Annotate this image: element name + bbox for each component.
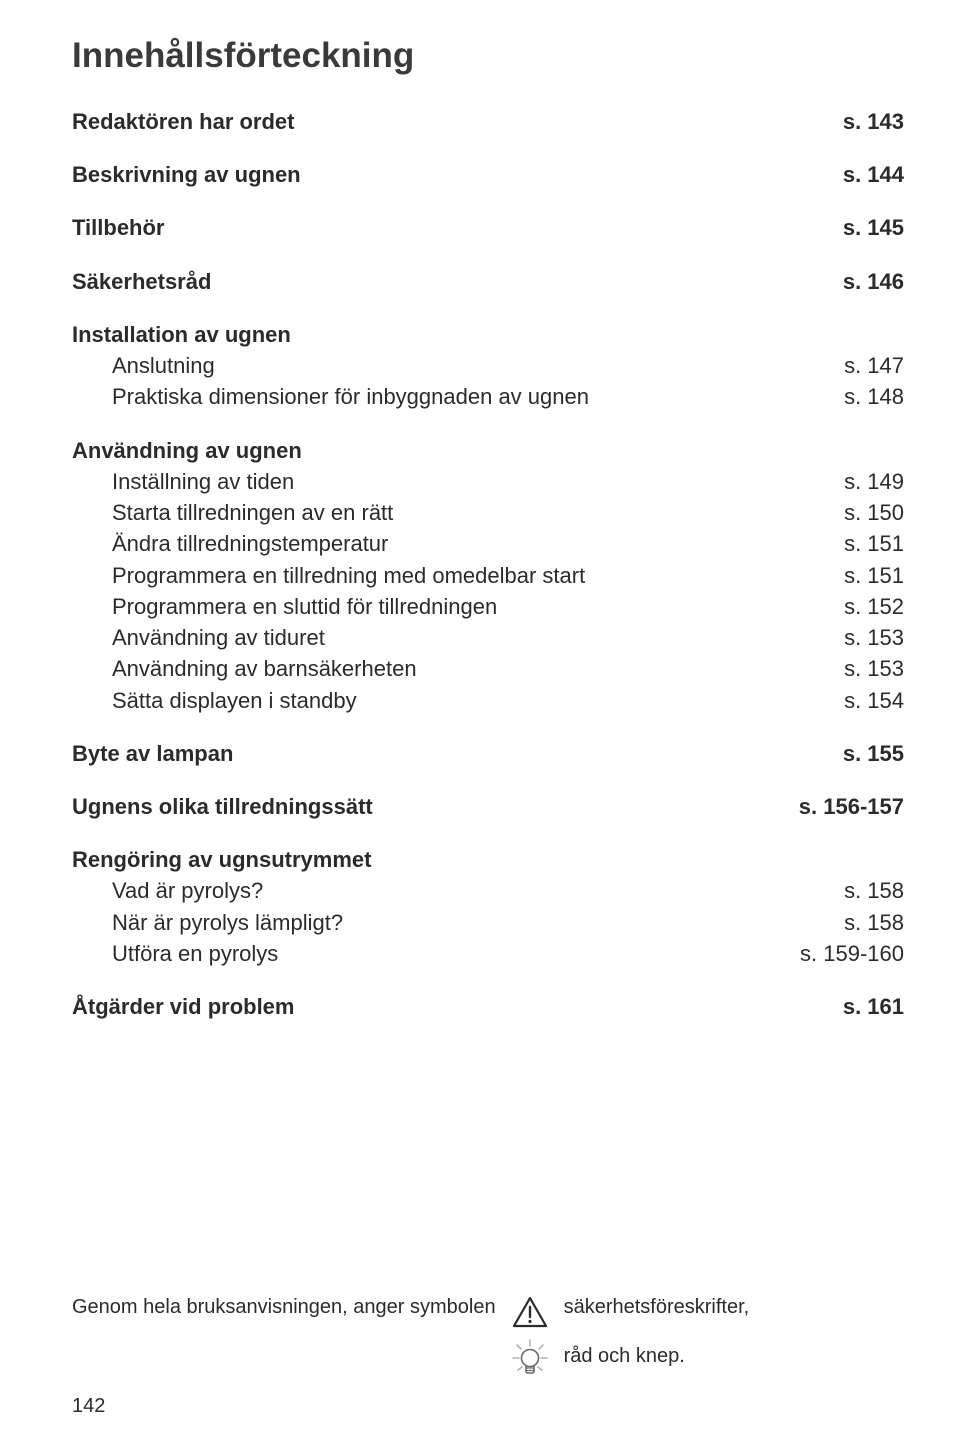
toc-label: Rengöring av ugnsutrymmet [72,844,904,875]
toc-row: Säkerhetsråds. 146 [72,266,904,297]
toc-gap [72,297,904,319]
page: Innehållsförteckning Redaktören har orde… [0,0,960,1440]
toc-row: Tillbehörs. 145 [72,212,904,243]
footer-right-line-2: råd och knep. [564,1345,750,1368]
toc-row: Byte av lampans. 155 [72,738,904,769]
toc-page-ref: s. 148 [844,381,904,412]
toc-row: Installation av ugnen [72,319,904,350]
footer-note: Genom hela bruksanvisningen, anger symbo… [72,1296,904,1380]
toc-label: Redaktören har ordet [72,106,843,137]
toc-gap [72,969,904,991]
toc-row: Åtgärder vid problems. 161 [72,991,904,1022]
toc-page-ref: s. 147 [844,350,904,381]
page-number: 142 [72,1395,105,1418]
toc-page-ref: s. 152 [844,591,904,622]
toc-label: Byte av lampan [72,738,843,769]
toc-page-ref: s. 153 [844,653,904,684]
toc-row: Användning av barnsäkerhetens. 153 [72,653,904,684]
toc-row: Användning av ugnen [72,435,904,466]
toc-label: Användning av tiduret [72,622,844,653]
toc-page-ref: s. 156-157 [799,791,904,822]
toc-gap [72,137,904,159]
footer-right-line-1: säkerhetsföreskrifter, [564,1296,750,1319]
toc-page-ref: s. 146 [843,266,904,297]
toc-gap [72,413,904,435]
toc-label: Åtgärder vid problem [72,991,843,1022]
toc-label: Användning av ugnen [72,435,904,466]
toc-row: Inställning av tidens. 149 [72,466,904,497]
toc-row: Utföra en pyrolyss. 159-160 [72,938,904,969]
toc-gap [72,190,904,212]
toc-row: Programmera en tillredning med omedelbar… [72,560,904,591]
toc-row: Starta tillredningen av en rätts. 150 [72,497,904,528]
toc-label: Programmera en sluttid för tillredningen [72,591,844,622]
toc-row: När är pyrolys lämpligt?s. 158 [72,907,904,938]
toc-label: Sätta displayen i standby [72,685,844,716]
toc-gap [72,244,904,266]
toc-gap [72,716,904,738]
toc-label: Starta tillredningen av en rätt [72,497,844,528]
toc-row: Anslutnings. 147 [72,350,904,381]
toc-label: När är pyrolys lämpligt? [72,907,844,938]
toc-label: Beskrivning av ugnen [72,159,843,190]
toc-row: Programmera en sluttid för tillredningen… [72,591,904,622]
toc-label: Ugnens olika tillredningssätt [72,791,799,822]
toc-gap [72,769,904,791]
toc-page-ref: s. 158 [844,875,904,906]
toc-label: Praktiska dimensioner för inbyggnaden av… [72,381,844,412]
toc-row: Praktiska dimensioner för inbyggnaden av… [72,381,904,412]
toc-label: Anslutning [72,350,844,381]
toc-label: Användning av barnsäkerheten [72,653,844,684]
toc-row: Redaktören har ordets. 143 [72,106,904,137]
warning-triangle-icon [512,1296,548,1328]
toc-page-ref: s. 145 [843,212,904,243]
toc-page-ref: s. 155 [843,738,904,769]
page-title: Innehållsförteckning [72,36,904,76]
toc-row: Rengöring av ugnsutrymmet [72,844,904,875]
toc-page-ref: s. 151 [844,528,904,559]
toc-label: Utföra en pyrolys [72,938,800,969]
toc-label: Tillbehör [72,212,843,243]
toc-page-ref: s. 144 [843,159,904,190]
toc-row: Ändra tillredningstemperaturs. 151 [72,528,904,559]
toc-label: Installation av ugnen [72,319,904,350]
footer-icon-column [510,1296,550,1380]
toc-page-ref: s. 150 [844,497,904,528]
toc-label: Programmera en tillredning med omedelbar… [72,560,844,591]
toc-row: Beskrivning av ugnens. 144 [72,159,904,190]
toc-gap [72,822,904,844]
toc-label: Inställning av tiden [72,466,844,497]
toc-page-ref: s. 153 [844,622,904,653]
toc-page-ref: s. 158 [844,907,904,938]
footer-left-text: Genom hela bruksanvisningen, anger symbo… [72,1296,496,1319]
toc-page-ref: s. 149 [844,466,904,497]
toc-page-ref: s. 154 [844,685,904,716]
toc-page-ref: s. 161 [843,991,904,1022]
toc-row: Sätta displayen i standbys. 154 [72,685,904,716]
toc-page-ref: s. 143 [843,106,904,137]
toc-row: Ugnens olika tillredningssätts. 156-157 [72,791,904,822]
toc-page-ref: s. 151 [844,560,904,591]
toc-label: Säkerhetsråd [72,266,843,297]
toc-row: Användning av tidurets. 153 [72,622,904,653]
toc-page-ref: s. 159-160 [800,938,904,969]
toc-container: Redaktören har ordets. 143Beskrivning av… [72,106,904,1022]
toc-label: Vad är pyrolys? [72,875,844,906]
toc-row: Vad är pyrolys?s. 158 [72,875,904,906]
lightbulb-icon [510,1338,550,1380]
footer-right-column: säkerhetsföreskrifter, råd och knep. [564,1296,750,1368]
toc-label: Ändra tillredningstemperatur [72,528,844,559]
